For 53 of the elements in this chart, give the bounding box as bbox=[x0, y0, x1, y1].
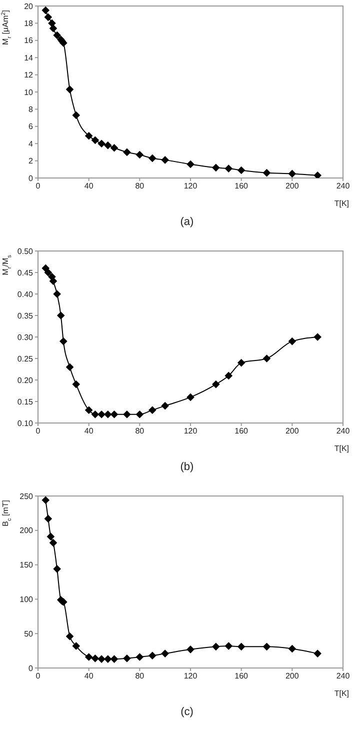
x-tick-label: 80 bbox=[135, 182, 145, 191]
x-tick-label: 200 bbox=[285, 426, 300, 436]
text: (a) bbox=[179, 216, 195, 228]
x-axis-title: T[K] bbox=[334, 444, 349, 453]
x-tick-label: 160 bbox=[234, 672, 249, 681]
x-tick-label: 200 bbox=[285, 672, 300, 681]
y-tick-label: 0 bbox=[28, 664, 34, 673]
y-tick-label: 20 bbox=[24, 2, 34, 11]
x-axis-title: T[K] bbox=[334, 199, 349, 208]
y-tick-label: 200 bbox=[20, 526, 34, 536]
y-tick-label: 4 bbox=[28, 139, 34, 148]
x-tick-label: 120 bbox=[184, 182, 198, 191]
x-tick-label: 240 bbox=[336, 672, 350, 681]
x-tick-label: 160 bbox=[234, 182, 249, 191]
y-tick-label: 0.35 bbox=[17, 311, 34, 320]
y-tick-label: 0 bbox=[28, 174, 34, 183]
y-tick-label: 50 bbox=[24, 629, 34, 638]
x-tick-label: 200 bbox=[285, 182, 300, 191]
x-tick-label: 40 bbox=[84, 672, 94, 681]
x-tick-label: 240 bbox=[336, 426, 350, 436]
x-tick-label: 0 bbox=[36, 426, 41, 436]
x-tick-label: 80 bbox=[135, 672, 145, 681]
x-tick-label: 40 bbox=[84, 426, 94, 436]
x-tick-label: 120 bbox=[184, 426, 198, 436]
y-tick-label: 0.30 bbox=[17, 332, 34, 342]
x-axis-title: T[K] bbox=[334, 689, 349, 698]
text: (c) bbox=[180, 706, 194, 718]
y-tick-label: 18 bbox=[24, 19, 34, 28]
y-tick-label: 0.10 bbox=[17, 418, 34, 428]
y-tick-label: 250 bbox=[20, 492, 34, 501]
y-tick-label: 10 bbox=[24, 88, 34, 97]
y-tick-label: 0.50 bbox=[17, 246, 34, 256]
y-tick-label: 0.45 bbox=[17, 268, 34, 278]
y-tick-label: 12 bbox=[24, 70, 34, 80]
y-tick-label: 0.40 bbox=[17, 290, 34, 299]
y-tick-label: 6 bbox=[28, 122, 34, 132]
x-tick-label: 240 bbox=[336, 182, 350, 191]
x-tick-label: 40 bbox=[84, 182, 94, 191]
x-tick-label: 160 bbox=[234, 426, 249, 436]
y-tick-label: 0.20 bbox=[17, 376, 34, 385]
y-tick-label: 14 bbox=[24, 53, 34, 62]
x-tick-label: 0 bbox=[36, 182, 41, 191]
x-tick-label: 120 bbox=[184, 672, 198, 681]
y-tick-label: 100 bbox=[20, 595, 34, 604]
x-tick-label: 0 bbox=[36, 672, 41, 681]
y-tick-label: 0.25 bbox=[17, 354, 34, 364]
text: (b) bbox=[179, 461, 195, 473]
y-tick-label: 16 bbox=[24, 36, 34, 46]
y-tick-label: 150 bbox=[20, 560, 34, 570]
y-tick-label: 0.15 bbox=[17, 397, 34, 406]
x-tick-label: 80 bbox=[135, 426, 145, 436]
y-tick-label: 8 bbox=[28, 105, 34, 114]
y-tick-label: 2 bbox=[28, 156, 34, 166]
